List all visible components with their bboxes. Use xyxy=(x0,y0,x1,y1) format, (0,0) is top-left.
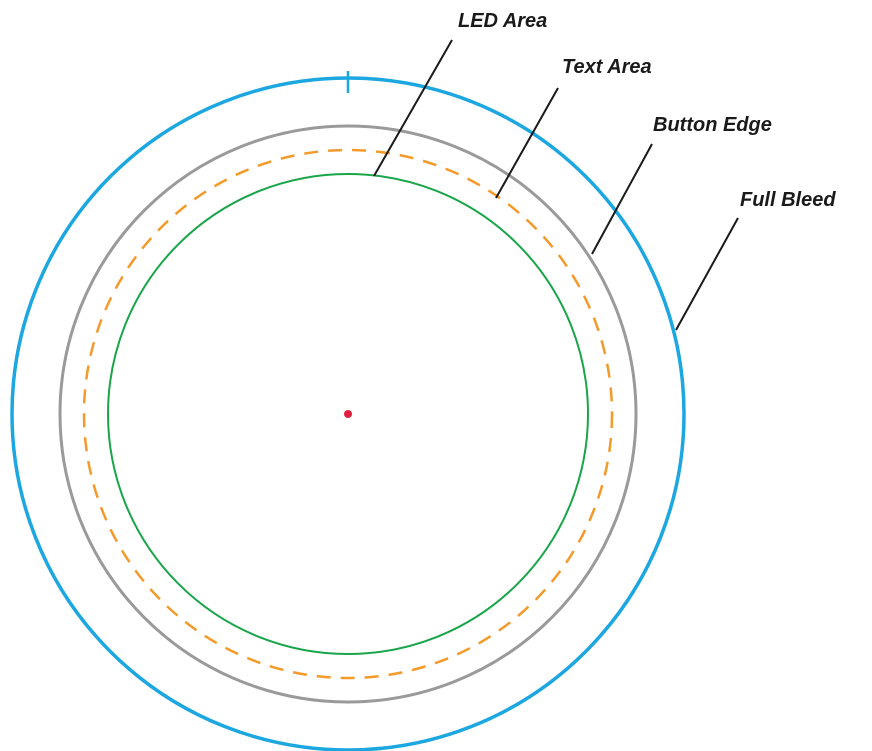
center-point xyxy=(344,410,352,418)
button-edge-label: Button Edge xyxy=(653,114,772,136)
full-bleed-label: Full Bleed xyxy=(740,189,836,211)
text-area-label: Text Area xyxy=(562,56,652,78)
button-edge-leader xyxy=(591,143,653,255)
led-area-leader xyxy=(373,39,453,177)
button-edge-circle xyxy=(58,124,638,704)
text-area-circle xyxy=(82,148,614,680)
full-bleed-leader xyxy=(675,217,739,331)
led-area-circle xyxy=(107,173,589,655)
led-area-label: LED Area xyxy=(458,10,547,32)
text-area-leader xyxy=(495,87,559,199)
